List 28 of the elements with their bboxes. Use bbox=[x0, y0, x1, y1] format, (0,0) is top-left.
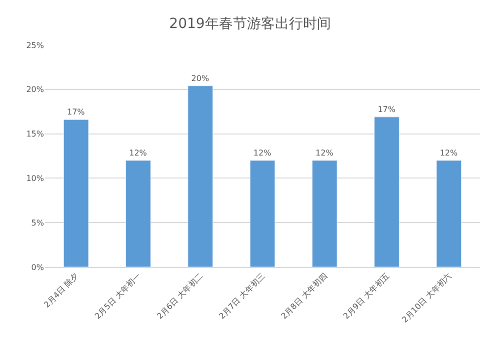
data-label: 12% bbox=[253, 148, 272, 158]
bar bbox=[312, 160, 338, 267]
bar bbox=[126, 160, 151, 267]
x-tick-label: 2月6日 大年初二 bbox=[155, 271, 205, 321]
y-tick-label: 10% bbox=[26, 174, 44, 183]
data-label: 12% bbox=[440, 148, 458, 158]
data-label: 20% bbox=[191, 74, 210, 83]
data-label: 17% bbox=[66, 108, 86, 117]
x-tick-label: 2月7日 大年初三 bbox=[217, 271, 267, 321]
x-tick-label: 2月8日 大年初四 bbox=[280, 271, 329, 321]
x-tick-label: 2月5日 大年初一 bbox=[93, 271, 142, 321]
data-label: 12% bbox=[316, 148, 334, 158]
chart-title: 2019年春节游客出行时间 bbox=[169, 16, 331, 32]
x-tick-label: 2月9日 大年初五 bbox=[342, 271, 392, 321]
y-tick-label: 0% bbox=[31, 262, 44, 272]
data-label: 12% bbox=[129, 148, 148, 158]
y-tick-label: 5% bbox=[31, 218, 44, 228]
x-tick-label: 2月4日 除夕 bbox=[42, 271, 80, 310]
bar bbox=[436, 160, 462, 267]
bar bbox=[250, 160, 276, 267]
y-tick-label: 15% bbox=[26, 130, 44, 139]
x-tick-label: 2月10日 大年初六 bbox=[400, 271, 454, 324]
y-tick-label: 25% bbox=[26, 40, 44, 50]
bar bbox=[374, 116, 400, 267]
data-label: 17% bbox=[378, 104, 396, 114]
y-tick-label: 20% bbox=[26, 85, 44, 94]
bar bbox=[63, 119, 89, 267]
bar bbox=[188, 86, 214, 267]
